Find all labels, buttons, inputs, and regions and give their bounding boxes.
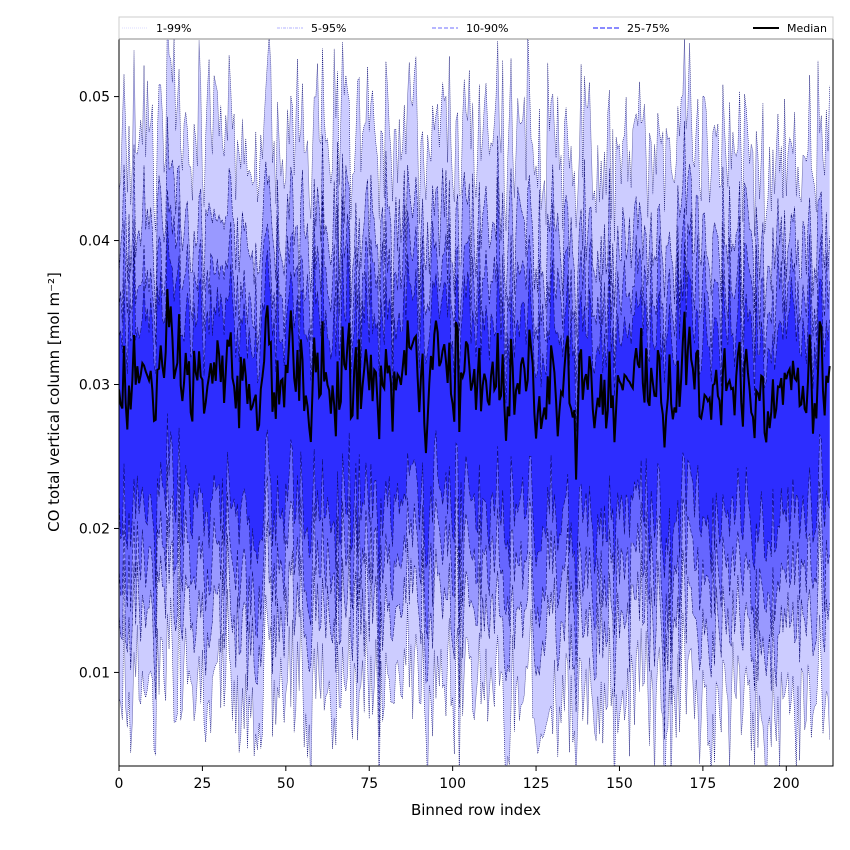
band-10-90-lower-edge bbox=[119, 464, 830, 678]
y-tick-label: 0.02 bbox=[79, 521, 110, 537]
x-tick-label: 100 bbox=[439, 776, 466, 792]
x-axis-ticks: 0 25 50 75 100 125 150 175 200 bbox=[115, 766, 800, 792]
band-10-90-upper-edge bbox=[119, 177, 830, 383]
y-tick-label: 0.05 bbox=[79, 90, 110, 106]
x-tick-label: 50 bbox=[277, 776, 295, 792]
legend-label-4: Median bbox=[787, 22, 827, 35]
median-line bbox=[119, 288, 831, 480]
legend: 1-99% 5-95% 10-90% 25-75% Median bbox=[118, 16, 834, 40]
y-tick-label: 0.01 bbox=[79, 665, 110, 681]
x-tick-label: 75 bbox=[360, 776, 378, 792]
band-1-99-upper-edge bbox=[119, 39, 830, 242]
legend-label-1: 5-95% bbox=[311, 22, 346, 35]
legend-label-0: 1-99% bbox=[156, 22, 191, 35]
x-tick-label: 125 bbox=[523, 776, 550, 792]
y-tick-label: 0.04 bbox=[79, 234, 110, 250]
x-axis-label: Binned row index bbox=[411, 801, 541, 819]
y-tick-label: 0.03 bbox=[79, 378, 110, 394]
band-25-75-lower-edge bbox=[119, 413, 830, 605]
quantile-bands bbox=[119, 39, 830, 766]
band-25-75 bbox=[119, 221, 830, 605]
y-axis-label: CO total vertical column [mol m⁻²] bbox=[45, 272, 63, 532]
legend-label-2: 10-90% bbox=[466, 22, 508, 35]
x-tick-label: 25 bbox=[193, 776, 211, 792]
band-5-95-lower-edge bbox=[119, 512, 830, 740]
x-tick-label: 175 bbox=[690, 776, 717, 792]
band-1-99-lower-edge bbox=[119, 576, 830, 766]
band-25-75-upper-edge bbox=[119, 221, 830, 432]
band-5-95-upper-edge bbox=[119, 116, 830, 338]
x-tick-label: 200 bbox=[773, 776, 800, 792]
median-layer bbox=[119, 288, 831, 480]
x-tick-label: 150 bbox=[606, 776, 633, 792]
y-axis-ticks: 0.01 0.02 0.03 0.04 0.05 bbox=[79, 90, 119, 681]
x-tick-label: 0 bbox=[115, 776, 124, 792]
legend-label-3: 25-75% bbox=[627, 22, 669, 35]
